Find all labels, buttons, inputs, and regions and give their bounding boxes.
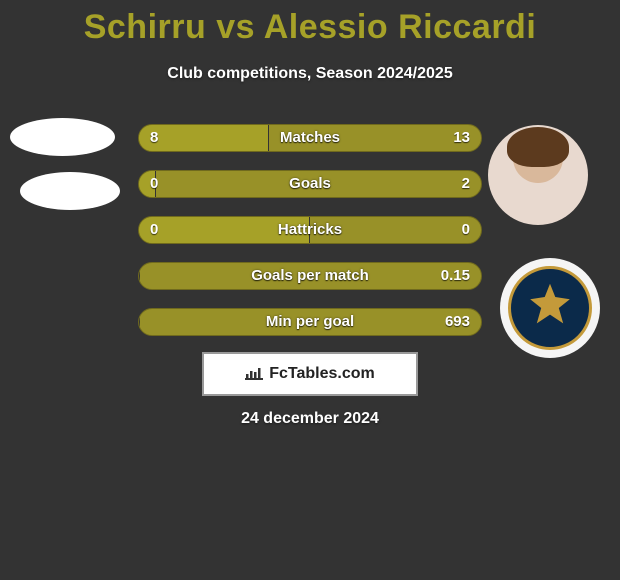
date-text: 24 december 2024 <box>0 410 620 428</box>
page-title: Schirru vs Alessio Riccardi <box>0 0 620 47</box>
player-left-avatar-2 <box>20 172 120 210</box>
footer-brand-text: FcTables.com <box>269 365 375 383</box>
value-right: 13 <box>453 124 470 152</box>
value-right: 693 <box>445 308 470 336</box>
stat-label: Hattricks <box>138 216 482 244</box>
stat-row-hattricks: 0 Hattricks 0 <box>138 216 482 244</box>
stat-row-matches: 8 Matches 13 <box>138 124 482 152</box>
player-right-avatar <box>488 125 588 225</box>
stat-label: Matches <box>138 124 482 152</box>
chart-icon <box>245 366 263 383</box>
stat-label: Goals per match <box>138 262 482 290</box>
stat-row-goals: 0 Goals 2 <box>138 170 482 198</box>
stat-label: Min per goal <box>138 308 482 336</box>
stat-label: Goals <box>138 170 482 198</box>
value-right: 2 <box>462 170 470 198</box>
value-right: 0.15 <box>441 262 470 290</box>
subtitle: Club competitions, Season 2024/2025 <box>0 65 620 83</box>
stat-bars: 8 Matches 13 0 Goals 2 0 Hattricks 0 Goa… <box>138 124 482 354</box>
club-right-badge <box>500 258 600 358</box>
stat-row-min-per-goal: Min per goal 693 <box>138 308 482 336</box>
stat-row-goals-per-match: Goals per match 0.15 <box>138 262 482 290</box>
footer-brand-box: FcTables.com <box>202 352 418 396</box>
value-right: 0 <box>462 216 470 244</box>
player-left-avatar-1 <box>10 118 115 156</box>
